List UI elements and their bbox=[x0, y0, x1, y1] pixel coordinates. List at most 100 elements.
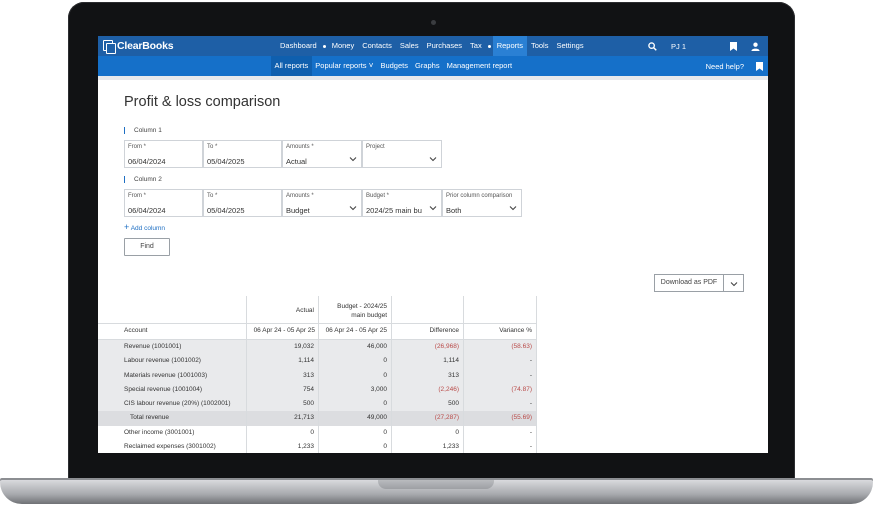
find-button[interactable]: Find bbox=[124, 238, 170, 256]
search-icon[interactable] bbox=[648, 41, 657, 51]
column-divider bbox=[391, 296, 392, 453]
nav-item-contacts[interactable]: Contacts bbox=[362, 41, 392, 50]
nav-item-money[interactable]: Money bbox=[331, 41, 355, 50]
actual-cell: 1,114 bbox=[298, 357, 314, 365]
chevron-down-icon bbox=[429, 206, 437, 211]
actual-period-header[interactable]: 06 Apr 24 - 05 Apr 25 bbox=[253, 327, 315, 334]
account-cell[interactable]: Labour revenue (1001002) bbox=[124, 357, 201, 365]
field-value: 06/04/2024 bbox=[128, 206, 166, 215]
actual-cell: 21,713 bbox=[294, 414, 314, 422]
nav-item-tools[interactable]: Tools bbox=[530, 41, 549, 50]
account-cell[interactable]: Total revenue bbox=[130, 414, 170, 422]
nav-separator-dot bbox=[487, 44, 491, 48]
need-help-link[interactable]: Need help? bbox=[705, 61, 744, 71]
column-2-amounts-select[interactable]: Amounts * Budget bbox=[282, 189, 362, 217]
subnav-item-management-report[interactable]: Management report bbox=[443, 56, 515, 76]
nav-item-sales[interactable]: Sales bbox=[399, 41, 419, 50]
column-1-amounts-select[interactable]: Amounts * Actual bbox=[282, 140, 362, 168]
variance-cell: (58.63) bbox=[511, 343, 532, 350]
actual-cell: 500 bbox=[303, 400, 314, 408]
variance-cell: (55.69) bbox=[511, 414, 532, 422]
column-divider bbox=[463, 296, 464, 453]
subnav-item-graphs[interactable]: Graphs bbox=[411, 56, 443, 76]
camera-icon bbox=[431, 20, 436, 25]
difference-cell: 0 bbox=[455, 428, 459, 436]
subnav-item-popular-reports[interactable]: Popular reports ˅ bbox=[312, 56, 377, 76]
prior-column-comparison-select[interactable]: Prior column comparison Both bbox=[442, 189, 522, 217]
actual-header: Actual bbox=[295, 307, 314, 314]
budget-period-header[interactable]: 06 Apr 24 - 05 Apr 25 bbox=[325, 327, 387, 334]
column-1-project-select[interactable]: Project bbox=[362, 140, 442, 168]
table-row[interactable]: Materials revenue (1001003) 313 0 313 - bbox=[98, 368, 536, 383]
account-cell[interactable]: Special revenue (1001004) bbox=[124, 385, 203, 393]
subnav-item-label: Management report bbox=[446, 61, 513, 70]
account-cell[interactable]: Other income (3001001) bbox=[124, 428, 195, 436]
account-column-header[interactable]: Account bbox=[124, 327, 148, 334]
nav-item-dashboard[interactable]: Dashboard bbox=[280, 41, 317, 50]
column-1-from-field[interactable]: From * 06/04/2024 bbox=[124, 140, 203, 168]
bookmark-icon[interactable] bbox=[756, 61, 763, 71]
difference-cell: (27,287) bbox=[434, 414, 459, 422]
field-value: Budget bbox=[286, 206, 310, 215]
main-nav: Dashboard Money Contacts Sales Purchases Tax R… bbox=[276, 36, 588, 56]
total-row[interactable]: Total revenue 21,713 49,000 (27,287) (55.69) bbox=[98, 411, 536, 426]
budget-cell: 0 bbox=[383, 357, 387, 365]
actual-cell: 19,032 bbox=[294, 343, 314, 350]
budget-cell: 46,000 bbox=[367, 343, 387, 350]
top-nav-bar: ClearBooks Dashboard Money Contacts Sales Pu… bbox=[98, 36, 768, 56]
account-cell[interactable]: Reclaimed expenses (3001002) bbox=[124, 443, 216, 451]
subnav-item-all-reports[interactable]: All reports bbox=[271, 56, 312, 76]
table-row[interactable]: CIS labour revenue (20%) (1002001) 500 0 50… bbox=[98, 397, 536, 412]
column-divider bbox=[246, 296, 247, 453]
nav-item-tax[interactable]: Tax bbox=[470, 41, 482, 50]
chevron-down-icon bbox=[349, 206, 357, 211]
subnav-item-label: Budgets bbox=[380, 61, 408, 70]
actual-cell: 754 bbox=[303, 385, 314, 393]
difference-cell: (2,246) bbox=[438, 385, 459, 393]
field-label: To * bbox=[207, 193, 218, 199]
bookmark-icon[interactable] bbox=[730, 41, 737, 51]
laptop-notch bbox=[378, 480, 494, 489]
help-area: Need help? bbox=[706, 56, 763, 76]
table-row[interactable]: Reclaimed expenses (3001002) 1,233 0 1,233 - bbox=[98, 440, 536, 453]
variance-header[interactable]: Variance % bbox=[499, 327, 532, 334]
clearbooks-logo[interactable]: ClearBooks bbox=[103, 40, 174, 54]
user-initials[interactable]: PJ 1 bbox=[670, 41, 686, 51]
actual-cell: 0 bbox=[310, 428, 314, 436]
account-cell[interactable]: Materials revenue (1001003) bbox=[124, 371, 208, 379]
column-2-from-field[interactable]: From * 06/04/2024 bbox=[124, 189, 203, 217]
download-pdf-button[interactable]: Download as PDF bbox=[654, 274, 724, 292]
subnav-item-label: Popular reports bbox=[315, 61, 367, 70]
user-icon[interactable] bbox=[751, 42, 760, 51]
nav-item-purchases[interactable]: Purchases bbox=[426, 41, 463, 50]
budget-cell: 0 bbox=[383, 400, 387, 408]
nav-item-reports[interactable]: Reports bbox=[492, 36, 527, 56]
field-label: Amounts * bbox=[286, 193, 314, 199]
difference-header[interactable]: Difference bbox=[429, 327, 459, 334]
field-label: Amounts * bbox=[286, 144, 314, 150]
account-cell[interactable]: Revenue (1001001) bbox=[124, 343, 182, 350]
variance-cell: - bbox=[529, 371, 532, 379]
column-2-budget-select[interactable]: Budget * 2024/25 main bu bbox=[362, 189, 442, 217]
subnav-item-budgets[interactable]: Budgets bbox=[377, 56, 412, 76]
table-row[interactable]: Revenue (1001001) 19,032 46,000 (26,968) (58… bbox=[98, 340, 536, 355]
account-cell[interactable]: CIS labour revenue (20%) (1002001) bbox=[124, 400, 231, 408]
header-rule bbox=[98, 339, 536, 340]
nav-item-settings[interactable]: Settings bbox=[556, 41, 584, 50]
variance-cell: - bbox=[529, 443, 532, 451]
report-rows: Revenue (1001001) 19,032 46,000 (26,968) (58… bbox=[98, 340, 536, 453]
budget-header-line2: main budget bbox=[351, 312, 387, 319]
table-row[interactable]: Labour revenue (1001002) 1,114 0 1,114 - bbox=[98, 354, 536, 369]
column-1-to-field[interactable]: To * 05/04/2025 bbox=[203, 140, 282, 168]
chevron-down-icon bbox=[730, 282, 738, 287]
column-2-to-field[interactable]: To * 05/04/2025 bbox=[203, 189, 282, 217]
column-1-label: Column 1 bbox=[124, 127, 162, 134]
add-column-link[interactable]: + Add column bbox=[124, 223, 165, 233]
column-divider bbox=[318, 296, 319, 453]
download-options-button[interactable] bbox=[724, 274, 744, 292]
table-row[interactable]: Other income (3001001) 0 0 0 - bbox=[98, 426, 536, 440]
difference-cell: 1,233 bbox=[442, 443, 459, 451]
table-row[interactable]: Special revenue (1001004) 754 3,000 (2,246)… bbox=[98, 382, 536, 398]
subnav-item-label: Graphs bbox=[414, 61, 440, 70]
variance-cell: - bbox=[529, 428, 532, 436]
